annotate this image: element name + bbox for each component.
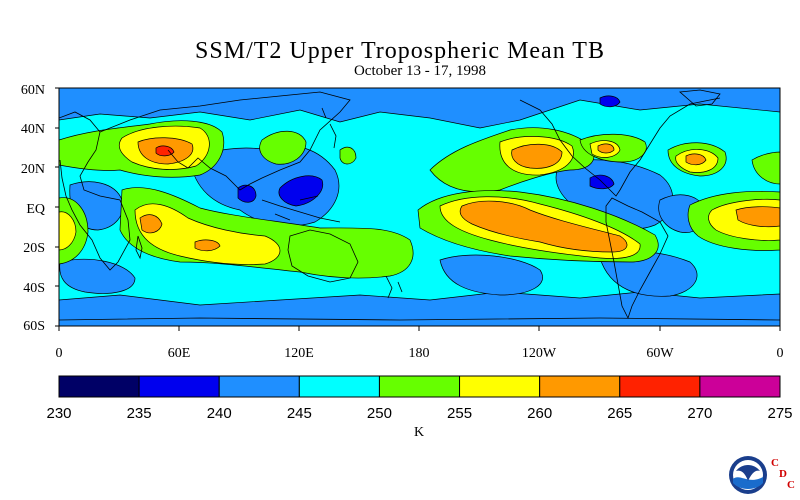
colorbar-swatch xyxy=(699,375,781,398)
coast-madagascar xyxy=(135,235,143,260)
lon-label-0: 0 xyxy=(56,346,63,361)
colorbar-swatch xyxy=(218,375,300,398)
region-darkblue-north-atlantic xyxy=(599,95,621,108)
colorbar-swatch xyxy=(378,375,461,398)
coast-australia xyxy=(287,229,359,283)
lon-label-60e: 60E xyxy=(168,346,191,361)
coast-asia xyxy=(99,91,351,191)
region-red-sahara xyxy=(155,145,175,157)
coast-south-america xyxy=(605,197,669,320)
colorbar-tick-label: 275 xyxy=(767,405,793,422)
coast-north-america xyxy=(519,97,721,197)
region-orange-south-africa-band xyxy=(194,239,221,252)
region-yellow-west-edge xyxy=(59,211,77,251)
coast-japan xyxy=(321,107,337,149)
colorbar-swatch xyxy=(58,375,140,398)
colorbar-tick-label: 270 xyxy=(687,405,713,422)
lat-label-40s: 40S xyxy=(23,281,45,296)
colorbar-tick-label: 230 xyxy=(46,405,72,422)
colorbar xyxy=(58,375,781,398)
lat-label-20n: 20N xyxy=(21,162,45,177)
region-orange-gulf xyxy=(597,143,615,154)
colorbar-swatch xyxy=(619,375,701,398)
region-yellow-southern-africa xyxy=(134,203,281,265)
lon-label-60w: 60W xyxy=(646,346,674,361)
colorbar-tick-label: 250 xyxy=(366,405,392,422)
continent-outlines xyxy=(59,89,780,321)
region-blue-south xyxy=(59,291,780,326)
region-green-east-edge xyxy=(751,151,780,185)
temperature-field xyxy=(59,88,780,326)
noaa-logo xyxy=(728,455,768,500)
colorbar-tick-label: 260 xyxy=(527,405,553,422)
coast-greenland xyxy=(679,89,721,107)
coast-europe-africa xyxy=(59,111,131,271)
region-green-japan xyxy=(339,146,357,165)
coast-new-zealand xyxy=(385,275,403,299)
colorbar-tick-label: 265 xyxy=(607,405,633,422)
lon-label-120e: 120E xyxy=(284,346,314,361)
region-blue-south-indian xyxy=(59,258,136,294)
lat-label-eq: EQ xyxy=(26,202,45,217)
axis-ticks xyxy=(55,87,781,331)
region-blue-nw-pacific xyxy=(189,145,340,227)
lon-label-120w: 120W xyxy=(522,346,557,361)
colorbar-unit: K xyxy=(414,425,425,440)
coast-maritime xyxy=(261,195,341,223)
region-orange-pacific-north xyxy=(511,143,563,169)
noaa-emblem-icon xyxy=(729,456,767,494)
cdc-letter-3: C xyxy=(787,479,795,491)
lon-label-0-east: 0 xyxy=(777,346,784,361)
colorbar-tick-label: 240 xyxy=(206,405,232,422)
map-subtitle: October 13 - 17, 1998 xyxy=(353,63,487,79)
colorbar-swatch xyxy=(138,375,220,398)
colorbar-tick-label: 245 xyxy=(286,405,312,422)
colorbar-swatch xyxy=(459,375,541,398)
region-orange-southern-africa xyxy=(139,214,163,234)
cdc-letter-2: D xyxy=(779,468,787,480)
colorbar-tick-label: 255 xyxy=(447,405,473,422)
lat-label-60s: 60S xyxy=(23,319,45,334)
lat-label-40n: 40N xyxy=(21,122,45,137)
map-title: SSM/T2 Upper Tropospheric Mean TB xyxy=(195,38,605,64)
region-orange-atlantic xyxy=(735,206,780,228)
colorbar-swatch xyxy=(539,375,621,398)
cdc-letter-1: C xyxy=(771,457,779,469)
region-blue-south-pacific xyxy=(439,254,543,296)
region-darkblue-philippines xyxy=(278,175,324,207)
lon-label-180: 180 xyxy=(409,346,430,361)
colorbar-tick-label: 235 xyxy=(126,405,152,422)
region-green-tibet xyxy=(259,130,307,165)
region-darkblue-indochina xyxy=(237,184,257,203)
lat-label-60n: 60N xyxy=(21,83,45,98)
coast-antarctic-edge xyxy=(59,317,780,321)
colorbar-swatch xyxy=(298,375,380,398)
lat-label-20s: 20S xyxy=(23,241,45,256)
region-orange-mid-atlantic xyxy=(685,153,707,166)
